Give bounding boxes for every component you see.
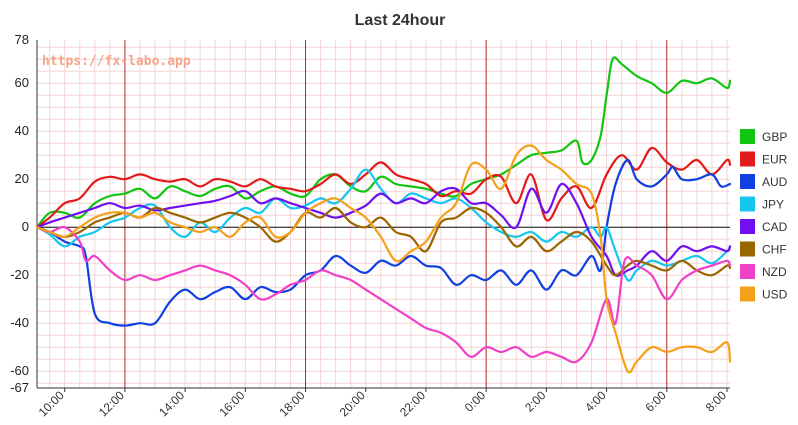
- legend-label-cad: CAD: [762, 220, 788, 234]
- y-tick-label: 78: [15, 32, 29, 47]
- legend-label-gbp: GBP: [762, 130, 787, 144]
- series-lines: [35, 56, 732, 374]
- legend: GBP EUR AUD JPY CAD CHF NZD USD: [740, 129, 788, 302]
- series-line-nzd: [35, 225, 732, 364]
- x-tick-label: 10:00: [36, 388, 67, 419]
- y-tick-label: 20: [15, 171, 29, 186]
- legend-swatch-chf: [740, 241, 755, 257]
- x-tick-label: 6:00: [642, 388, 669, 415]
- y-tick-label: -20: [10, 267, 29, 282]
- chart-title: Last 24hour: [355, 12, 446, 29]
- y-tick-label: 60: [15, 75, 29, 90]
- watermark-text: https://fx-labo.app: [42, 54, 191, 69]
- legend-label-aud: AUD: [762, 175, 788, 189]
- y-tick-label: 0: [22, 219, 29, 234]
- x-tick-label: 18:00: [277, 388, 308, 419]
- series-line-gbp: [35, 56, 732, 229]
- x-tick-label: 22:00: [397, 388, 428, 419]
- series-line-usd: [35, 144, 732, 374]
- legend-swatch-usd: [740, 286, 755, 302]
- y-tick-label: 40: [15, 123, 29, 138]
- x-tick-label: 16:00: [216, 388, 247, 419]
- x-tick-label: 8:00: [703, 388, 730, 415]
- legend-swatch-nzd: [740, 264, 755, 279]
- legend-label-nzd: NZD: [762, 265, 787, 279]
- x-tick-label: 20:00: [337, 388, 368, 419]
- series-line-aud: [35, 158, 732, 327]
- legend-label-usd: USD: [762, 288, 788, 302]
- grid: [37, 40, 730, 388]
- legend-label-eur: EUR: [762, 153, 788, 167]
- series-line-chf: [35, 206, 732, 277]
- series-line-cad: [35, 182, 732, 277]
- legend-label-jpy: JPY: [762, 198, 784, 212]
- legend-swatch-jpy: [740, 196, 755, 212]
- legend-swatch-eur: [740, 151, 755, 167]
- x-tick-label: 2:00: [522, 388, 549, 415]
- legend-label-chf: CHF: [762, 243, 787, 257]
- series-line-jpy: [35, 168, 732, 282]
- legend-swatch-aud: [740, 174, 755, 189]
- x-tick-label: 4:00: [582, 388, 609, 415]
- y-tick-label: -60: [10, 363, 29, 378]
- x-tick-label: 14:00: [156, 388, 187, 419]
- x-tick-label: 12:00: [96, 388, 127, 419]
- legend-swatch-cad: [740, 219, 755, 234]
- y-tick-label: -67: [10, 380, 29, 395]
- legend-swatch-gbp: [740, 129, 755, 144]
- y-tick-label: -40: [10, 315, 29, 330]
- series-line-eur: [35, 146, 732, 229]
- x-tick-label: 0:00: [462, 388, 489, 415]
